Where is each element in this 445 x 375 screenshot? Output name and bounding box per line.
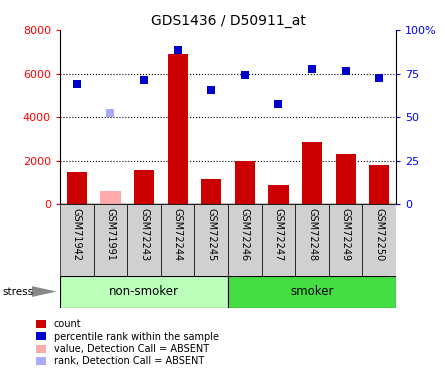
Bar [268,185,288,204]
Bar [60,204,94,276]
Point [376,75,383,81]
Bar [168,54,188,204]
Bar [302,142,322,204]
Text: GSM71942: GSM71942 [72,208,82,261]
Point [73,81,81,87]
Text: GSM72250: GSM72250 [374,208,384,261]
Point [275,101,282,107]
Text: GSM72243: GSM72243 [139,208,149,261]
Point [308,66,316,72]
Text: GSM72247: GSM72247 [274,208,283,261]
Bar [235,161,255,204]
Text: GSM72246: GSM72246 [240,208,250,261]
Bar [67,172,87,204]
Point [174,46,181,53]
Point [342,68,349,74]
Bar [101,191,121,204]
Bar [329,204,363,276]
Bar [201,179,221,204]
Bar [262,204,295,276]
Text: GSM72244: GSM72244 [173,208,182,261]
Bar [336,154,356,204]
Bar [369,165,389,204]
Text: GSM72245: GSM72245 [206,208,216,261]
Bar [228,276,396,308]
Point [208,87,215,93]
Bar [161,204,194,276]
Bar [194,204,228,276]
Text: stress: stress [2,286,33,297]
Text: smoker: smoker [290,285,334,298]
Point [107,110,114,116]
Bar [134,170,154,204]
Polygon shape [32,286,57,297]
Text: non-smoker: non-smoker [109,285,179,298]
Title: GDS1436 / D50911_at: GDS1436 / D50911_at [150,13,306,28]
Bar [295,204,329,276]
Bar [362,204,396,276]
Text: GSM71991: GSM71991 [105,208,115,261]
Bar [60,276,228,308]
Text: GSM72249: GSM72249 [341,208,351,261]
Legend: count, percentile rank within the sample, value, Detection Call = ABSENT, rank, : count, percentile rank within the sample… [36,319,218,366]
Bar [127,204,161,276]
Point [141,77,148,83]
Point [241,72,248,78]
Bar [94,204,127,276]
Text: GSM72248: GSM72248 [307,208,317,261]
Bar [228,204,262,276]
